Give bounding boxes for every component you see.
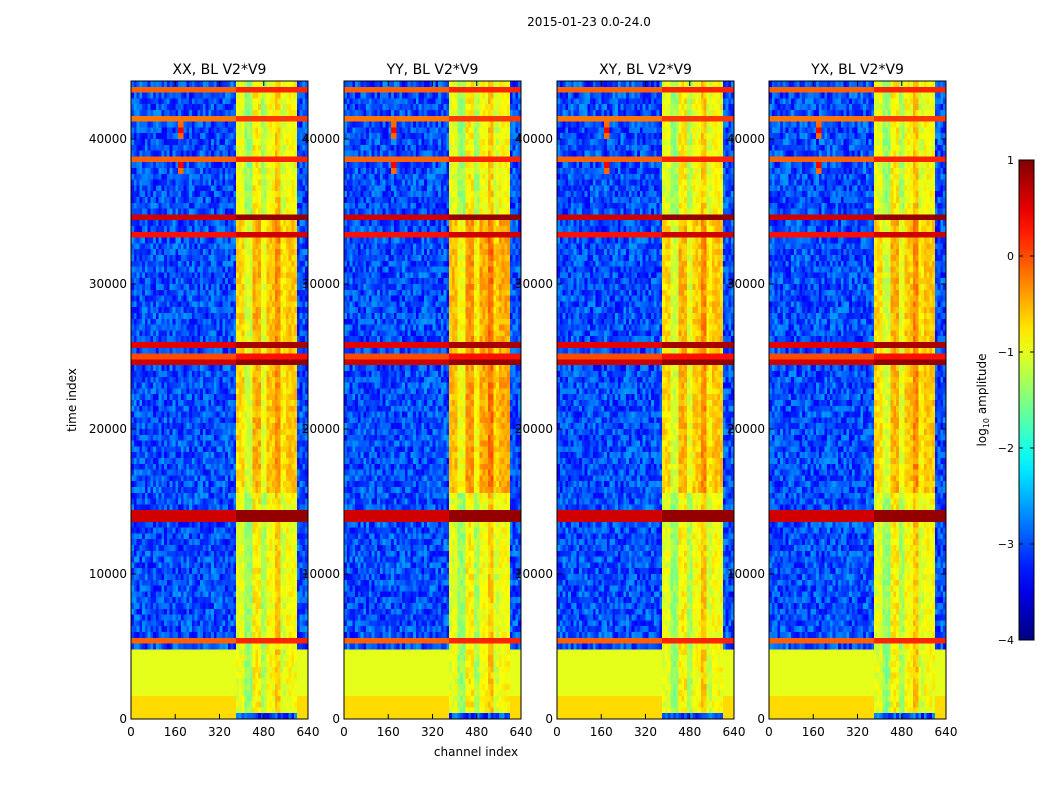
y-tick-label: 10000 <box>302 567 340 581</box>
x-tick-label: 640 <box>935 725 958 739</box>
y-tick-label: 40000 <box>89 132 127 146</box>
y-tick-label: 30000 <box>89 277 127 291</box>
panel-3: XY, BL V2*V9 0 160 320 480 640 0 10000 20000 3000… <box>515 62 746 739</box>
figure-suptitle: 2015-01-23 0.0-24.0 <box>527 15 651 29</box>
x-tick-label: 0 <box>553 725 561 739</box>
y-tick-label: 0 <box>545 712 553 726</box>
heatmap-image <box>769 81 946 719</box>
x-tick-label: 320 <box>634 725 657 739</box>
y-tick-label: 10000 <box>89 567 127 581</box>
x-tick-label: 640 <box>297 725 320 739</box>
x-tick-label: 320 <box>208 725 231 739</box>
x-tick-label: 640 <box>723 725 746 739</box>
x-tick-label: 480 <box>252 725 275 739</box>
panel-title: YX, BL V2*V9 <box>810 62 904 78</box>
x-tick-label: 640 <box>510 725 533 739</box>
panel-4: YX, BL V2*V9 0 160 320 480 640 0 10000 20000 3000… <box>727 62 958 739</box>
panel-title: XX, BL V2*V9 <box>173 62 267 78</box>
y-tick-label: 30000 <box>727 277 765 291</box>
x-tick-label: 480 <box>678 725 701 739</box>
colorbar-tick-label: 0 <box>1007 250 1014 263</box>
x-tick-label: 160 <box>377 725 400 739</box>
y-tick-label: 0 <box>757 712 765 726</box>
x-tick-label: 480 <box>890 725 913 739</box>
x-tick-label: 0 <box>340 725 348 739</box>
colorbar-tick-label: −1 <box>998 346 1014 359</box>
x-tick-label: 0 <box>765 725 773 739</box>
colorbar-label-amplitude: amplitude <box>975 354 989 418</box>
x-tick-label: 0 <box>127 725 135 739</box>
y-tick-label: 20000 <box>89 422 127 436</box>
x-tick-label: 320 <box>421 725 444 739</box>
y-tick-label: 10000 <box>515 567 553 581</box>
y-tick-label: 20000 <box>727 422 765 436</box>
colorbar-tick-label: 1 <box>1007 154 1014 167</box>
y-tick-label: 30000 <box>302 277 340 291</box>
heatmap-image <box>344 81 521 719</box>
x-tick-label: 160 <box>802 725 825 739</box>
y-tick-label: 40000 <box>515 132 553 146</box>
y-tick-label: 40000 <box>727 132 765 146</box>
panel-title: YY, BL V2*V9 <box>386 62 479 78</box>
colorbar-tick-label: −4 <box>998 634 1014 647</box>
y-tick-label: 40000 <box>302 132 340 146</box>
y-tick-label: 20000 <box>302 422 340 436</box>
colorbar-label: log10 amplitude <box>975 354 991 447</box>
panel-2: YY, BL V2*V9 0 160 320 480 640 0 10000 20000 3000… <box>302 62 533 739</box>
colorbar-gradient <box>1018 159 1035 641</box>
panels: XX, BL V2*V9 0 160 320 480 640 0 10000 20000 3000… <box>89 62 958 739</box>
panel-1: XX, BL V2*V9 0 160 320 480 640 0 10000 20000 3000… <box>89 62 320 739</box>
panel-title: XY, BL V2*V9 <box>599 62 692 78</box>
x-tick-label: 160 <box>164 725 187 739</box>
colorbar-label-subscript: 10 <box>982 418 991 428</box>
y-axis-label: time index <box>65 368 79 432</box>
x-tick-label: 320 <box>846 725 869 739</box>
heatmap-image <box>131 81 308 719</box>
colorbar-tick-label: −3 <box>998 538 1014 551</box>
heatmap-image <box>557 81 734 719</box>
x-tick-label: 160 <box>590 725 613 739</box>
y-tick-label: 20000 <box>515 422 553 436</box>
x-axis-label: channel index <box>434 745 518 759</box>
colorbar: 1 0 −1 −2 −3 −4 <box>998 154 1035 647</box>
y-tick-label: 10000 <box>727 567 765 581</box>
colorbar-label-log: log <box>975 428 989 446</box>
x-tick-label: 480 <box>465 725 488 739</box>
y-tick-label: 0 <box>119 712 127 726</box>
y-tick-label: 0 <box>332 712 340 726</box>
colorbar-tick-label: −2 <box>998 442 1014 455</box>
y-tick-label: 30000 <box>515 277 553 291</box>
